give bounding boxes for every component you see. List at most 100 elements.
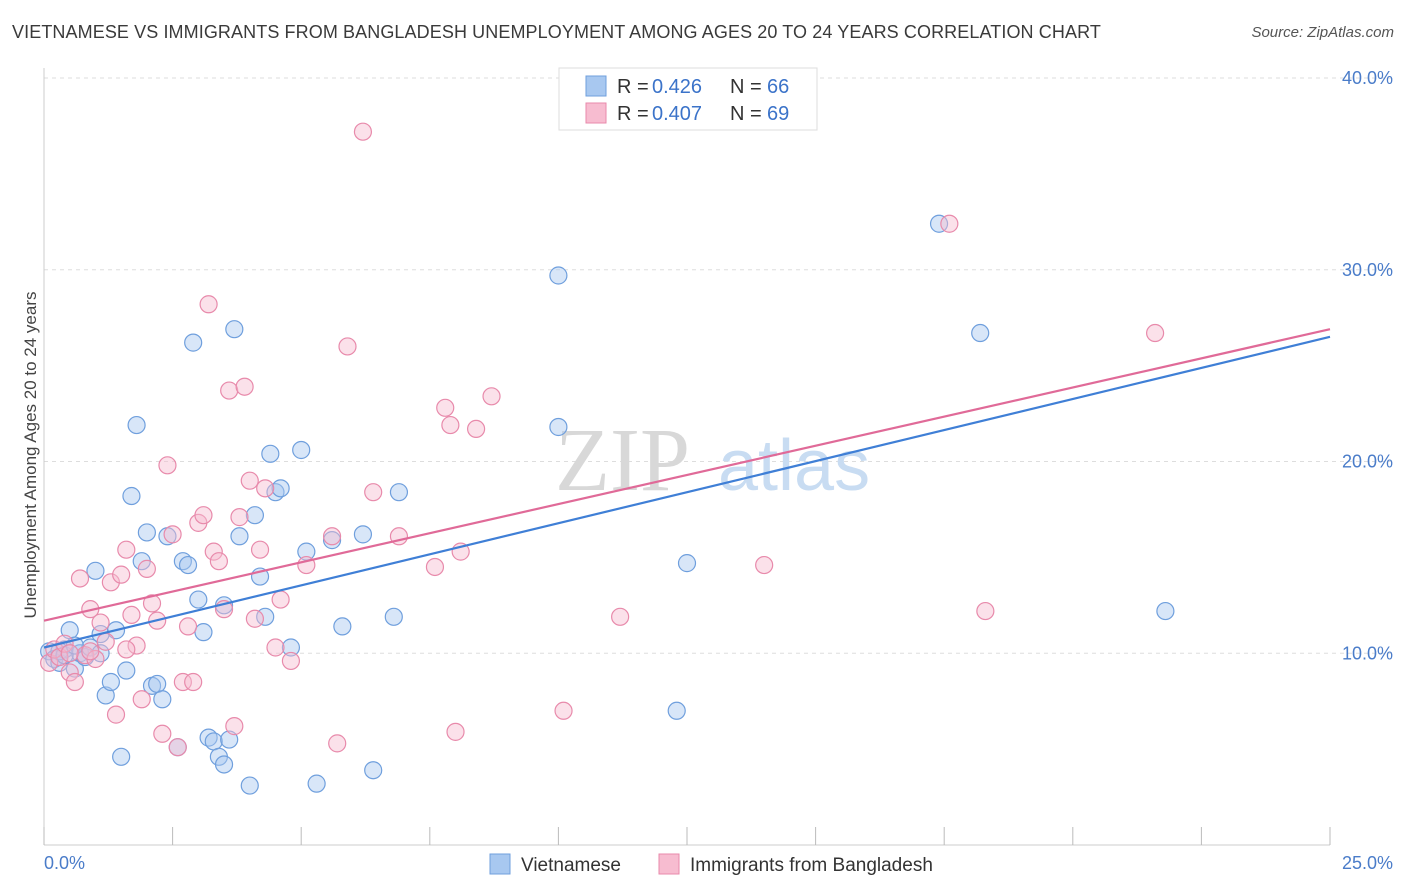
bangladesh-point — [96, 632, 115, 651]
vietnamese-point — [281, 638, 301, 657]
bangladesh-point — [199, 295, 218, 314]
vietnamese-point — [112, 747, 131, 766]
bangladesh-point — [245, 609, 265, 628]
bangladesh-point — [436, 398, 455, 417]
vietnamese-point — [96, 686, 115, 705]
legend-n-value-pink: 69 — [767, 103, 789, 125]
vietnamese-point — [117, 661, 136, 680]
vietnamese-point — [389, 483, 409, 502]
vietnamese-point — [929, 214, 949, 233]
vietnamese-point — [220, 730, 239, 749]
vietnamese-point — [549, 266, 568, 285]
bangladesh-point — [132, 690, 151, 709]
bangladesh-point — [755, 555, 774, 575]
bangladesh-point — [112, 565, 131, 584]
bangladesh-point — [142, 594, 162, 613]
bangladesh-point — [328, 734, 347, 753]
trend-lines — [43, 328, 1331, 649]
bangladesh-point — [65, 672, 84, 692]
bangladesh-point — [250, 540, 270, 559]
bangladesh-point — [353, 122, 373, 141]
vietnamese-point — [677, 554, 697, 573]
vietnamese-point — [137, 523, 156, 542]
bangladesh-point — [137, 559, 156, 578]
bangladesh-point — [338, 337, 357, 356]
bangladesh-point — [364, 483, 383, 502]
vietnamese-point — [122, 486, 141, 506]
bangladesh-point — [611, 607, 630, 626]
vietnamese-point — [240, 776, 259, 795]
bangladesh-point — [40, 653, 59, 672]
bangladesh-point — [81, 642, 100, 661]
series-bangladesh-points — [40, 122, 1165, 757]
vietnamese-point — [261, 444, 280, 463]
legend-r-value-blue: 0.426 — [652, 76, 702, 98]
bangladesh-point — [163, 525, 182, 544]
bangladesh-point — [281, 651, 301, 671]
vietnamese-point — [364, 761, 383, 780]
legend-swatch-pink — [585, 102, 607, 124]
series-vietnamese-points — [40, 214, 1175, 795]
bangladesh-point — [1146, 323, 1165, 343]
bangladesh-point — [271, 590, 290, 609]
legend: R = 0.426 N = 66 R = 0.407 N = 69 — [558, 67, 818, 131]
vietnamese-point — [204, 732, 223, 751]
bottom-legend: Vietnamese Immigrants from Bangladesh — [489, 853, 933, 876]
bangladesh-point — [204, 542, 223, 561]
bangladesh-point — [70, 569, 90, 588]
bangladesh-point — [184, 672, 203, 692]
legend-swatch-blue — [585, 75, 607, 97]
bangladesh-point — [178, 617, 198, 636]
chart-title: VIETNAMESE VS IMMIGRANTS FROM BANGLADESH… — [12, 22, 1101, 42]
bangladesh-point — [158, 456, 177, 475]
vietnamese-point — [148, 674, 167, 694]
vietnamese-point — [667, 701, 686, 720]
vietnamese-point — [333, 617, 352, 636]
bangladesh-point — [127, 636, 146, 655]
vietnamese-point — [245, 506, 265, 525]
chart-source: Source: ZipAtlas.com — [1251, 24, 1394, 41]
axes — [43, 68, 1331, 846]
legend-r-label-blue: R = — [617, 76, 649, 98]
bangladesh-point — [117, 540, 136, 559]
trend-line-vietnamese — [43, 335, 1331, 649]
bangladesh-point — [446, 722, 465, 741]
legend-n-label-blue: N = — [730, 76, 762, 98]
y-tick-label: 40.0% — [1342, 68, 1393, 88]
tick-labels: 10.0% 20.0% 30.0% 40.0% 0.0% 25.0% — [44, 68, 1393, 873]
bottom-legend-label-vietnamese: Vietnamese — [521, 855, 621, 876]
x-tick-label: 25.0% — [1342, 853, 1393, 873]
vietnamese-point — [194, 623, 213, 642]
vietnamese-point — [214, 755, 234, 774]
bangladesh-point — [322, 527, 342, 546]
bangladesh-point — [240, 471, 259, 490]
bangladesh-point — [60, 644, 79, 663]
grid-lines — [44, 77, 1392, 654]
bangladesh-point — [230, 508, 249, 527]
bangladesh-point — [235, 377, 254, 396]
bottom-legend-label-bangladesh: Immigrants from Bangladesh — [690, 855, 933, 876]
vietnamese-point — [189, 590, 208, 609]
vietnamese-point — [322, 531, 342, 550]
legend-n-value-blue: 66 — [767, 76, 789, 98]
legend-n-label-pink: N = — [730, 103, 762, 125]
bangladesh-point — [441, 415, 460, 435]
x-tick-label: 0.0% — [44, 853, 85, 873]
vietnamese-point — [86, 561, 105, 580]
y-axis-label: Unemployment Among Ages 20 to 24 years — [21, 292, 40, 619]
y-tick-label: 30.0% — [1342, 260, 1393, 280]
vietnamese-point — [549, 417, 568, 437]
y-tick-label: 20.0% — [1342, 452, 1393, 472]
vietnamese-point — [178, 555, 198, 575]
watermark-zip: ZIP — [555, 411, 690, 510]
bangladesh-point — [266, 638, 285, 657]
bangladesh-point — [225, 717, 244, 736]
vietnamese-point — [225, 320, 244, 339]
vietnamese-point — [353, 525, 373, 544]
vietnamese-point — [153, 690, 172, 709]
bangladesh-point — [50, 647, 69, 667]
bangladesh-point — [482, 387, 501, 406]
legend-r-value-pink: 0.407 — [652, 103, 702, 125]
bottom-legend-swatch-blue — [489, 853, 511, 875]
